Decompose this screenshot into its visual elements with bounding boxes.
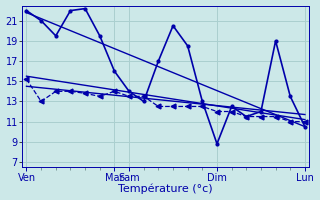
X-axis label: Température (°c): Température (°c)	[118, 184, 213, 194]
